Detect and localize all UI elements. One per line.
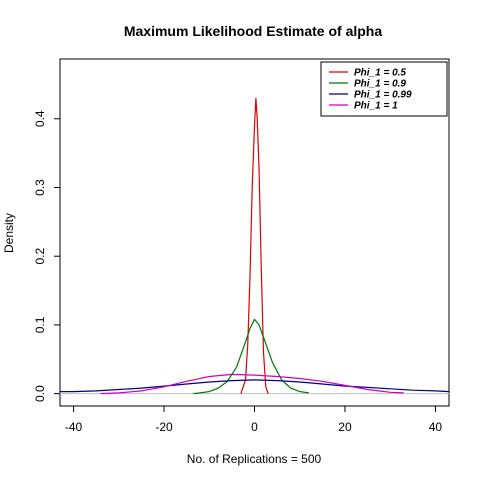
y-axis-label: Density [2,213,16,253]
y-tick-label: 0.1 [33,316,47,333]
x-tick-label: 0 [251,420,258,434]
legend-label: Phi_1 = 0.5 [354,68,406,79]
series-line-1 [240,98,269,394]
x-tick-label: 20 [338,420,352,434]
x-tick-label: -20 [155,420,173,434]
series-line-3 [60,379,450,393]
y-tick-label: 0.2 [33,248,47,265]
chart-title: Maximum Likelihood Estimate of alpha [124,23,382,39]
legend-label: Phi_1 = 0.9 [354,79,406,90]
y-tick-label: 0.4 [33,110,47,127]
series-line-4 [100,373,404,395]
x-tick-label: -40 [65,420,83,434]
legend-label: Phi_1 = 0.99 [354,90,412,101]
x-axis-label: No. of Replications = 500 [187,452,322,466]
legend-box [320,61,448,117]
y-tick-label: 0.3 [33,179,47,196]
y-tick-label: 0.0 [33,385,47,402]
x-axis: -40 -20 0 20 40 [65,406,443,434]
series-line-2 [193,318,309,395]
legend-label: Phi_1 = 1 [354,101,398,112]
x-tick-label: 40 [429,420,443,434]
y-axis: 0.0 0.1 0.2 0.3 0.4 [33,110,60,402]
